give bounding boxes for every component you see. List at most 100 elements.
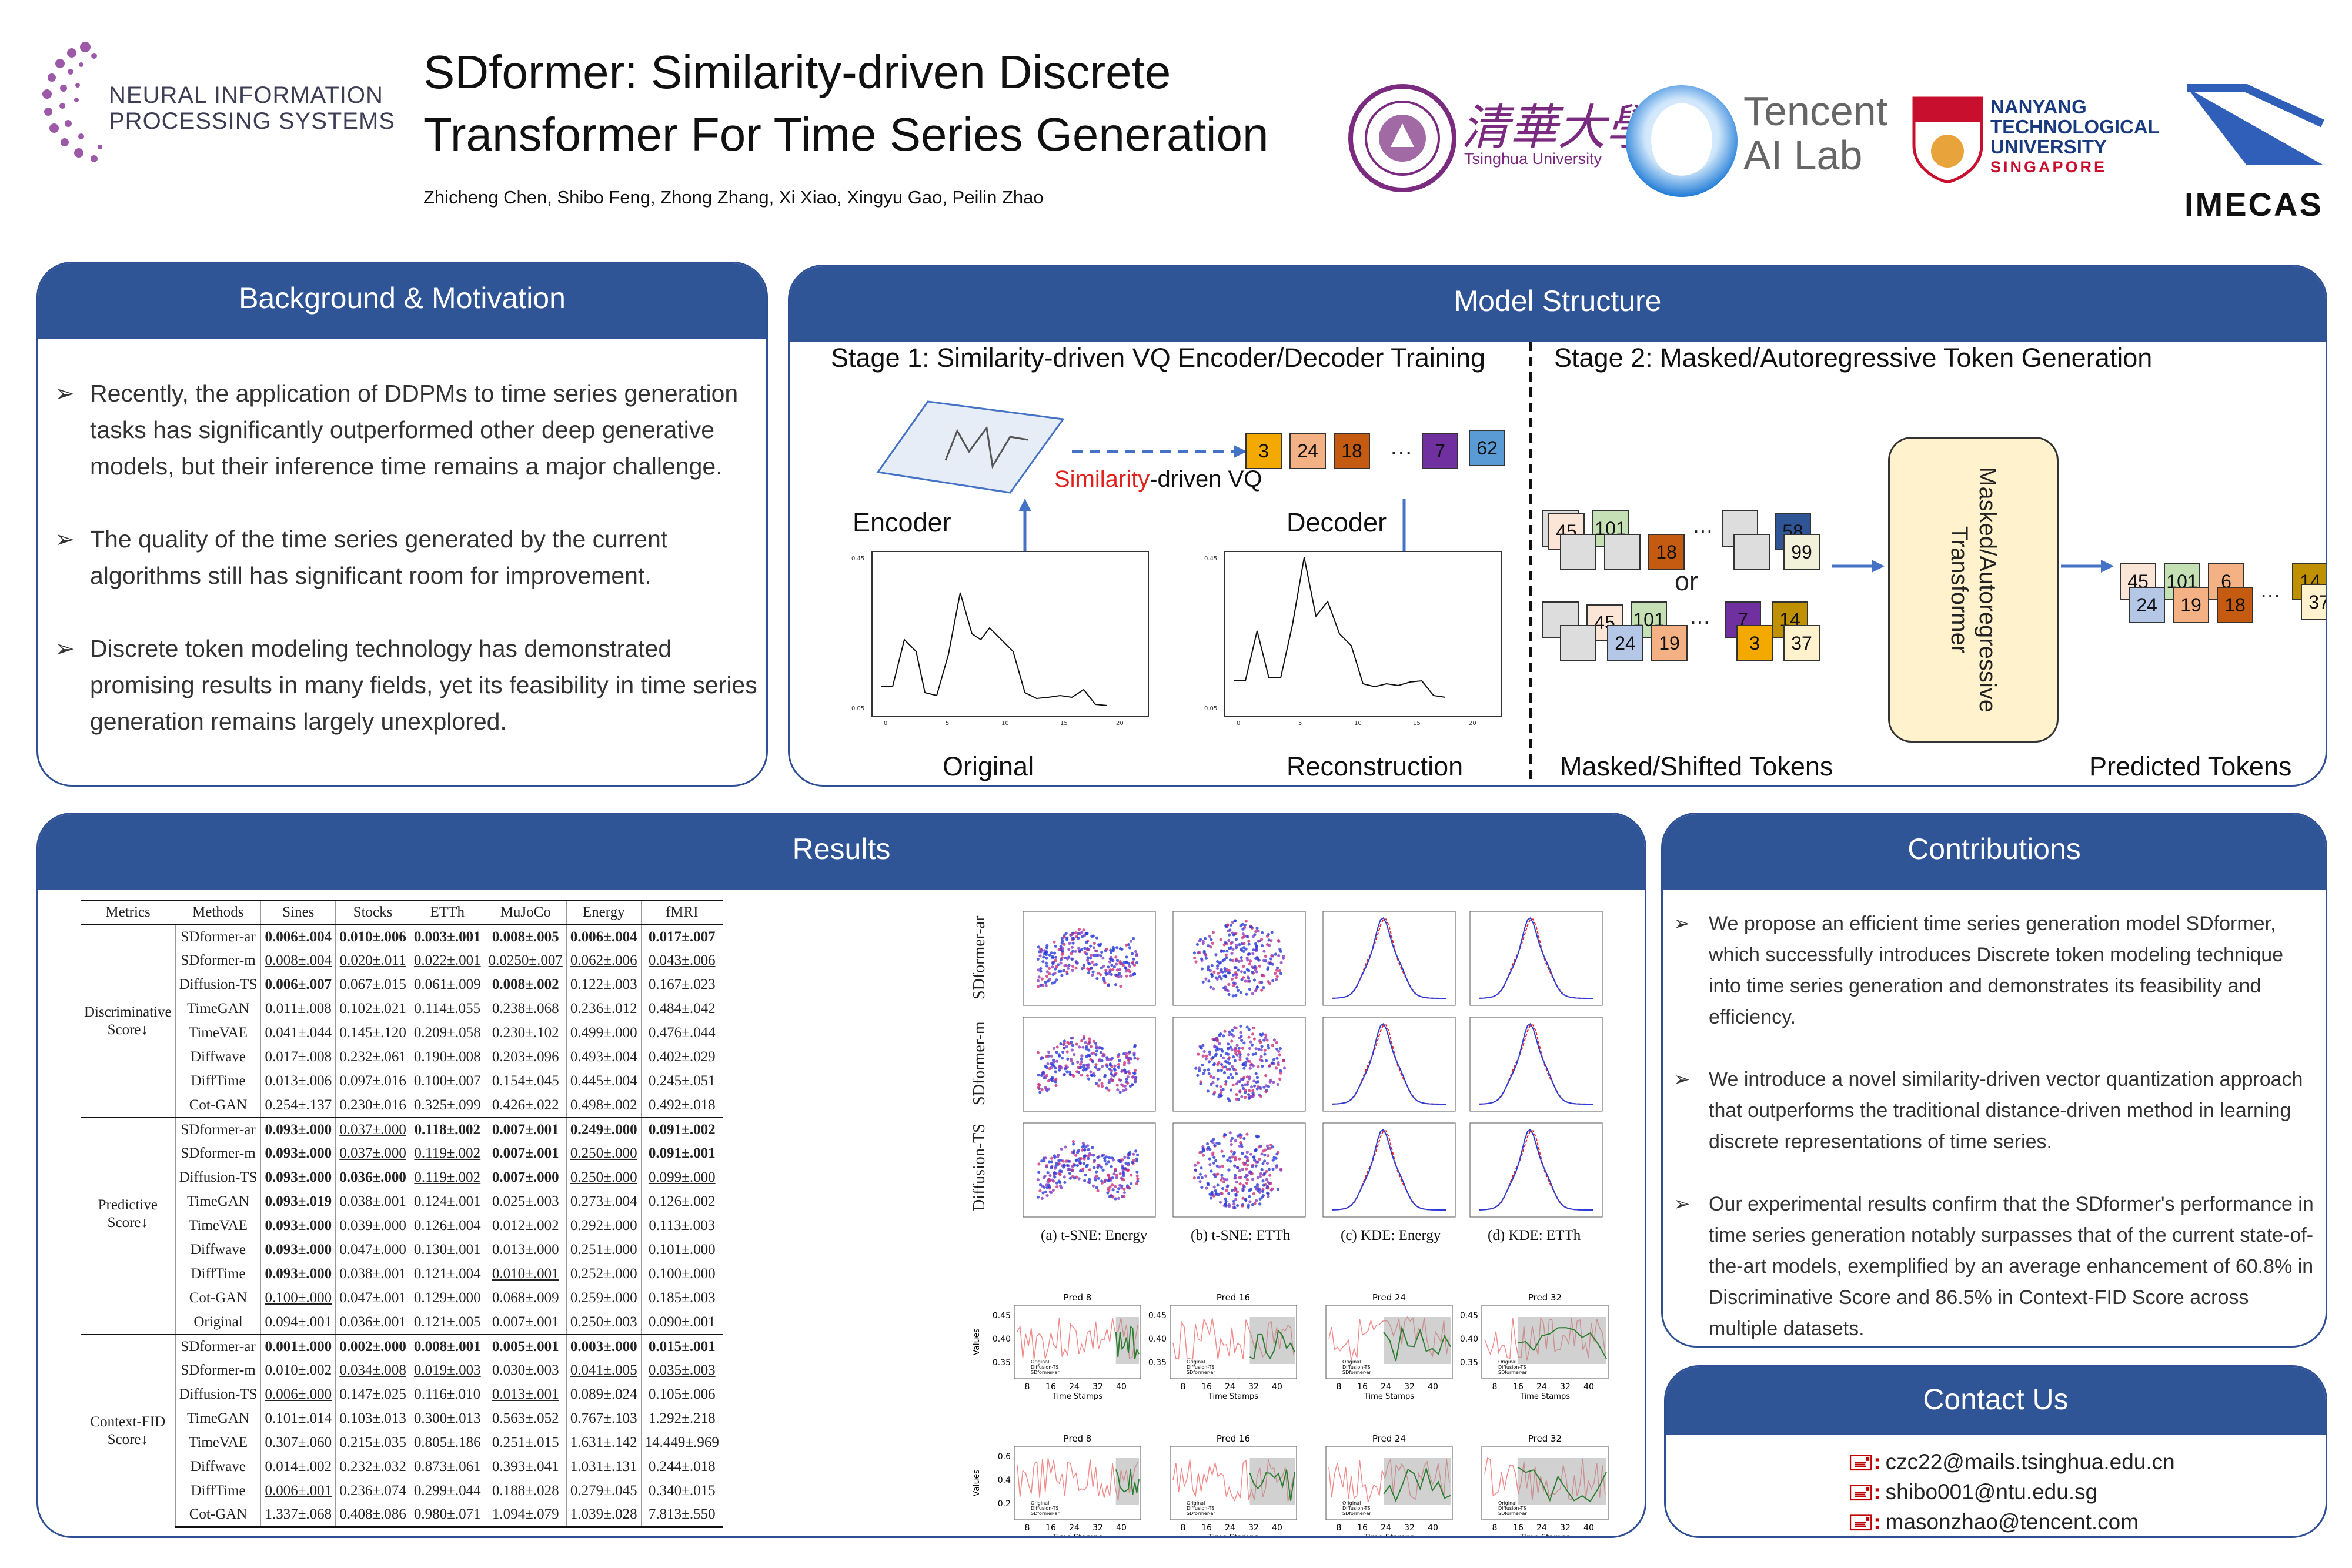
table-row: TimeVAE 0.093±.000 0.039±.000 0.126±.004 0.0… (81, 1213, 723, 1238)
contact-email-3[interactable]: 🖃: masonzhao@tencent.com (1848, 1506, 2139, 1536)
method-name: Original (175, 1310, 261, 1335)
legend-entry: SDformer-ar (1342, 1370, 1371, 1375)
scatter-point (1044, 961, 1048, 965)
contact-email-2[interactable]: 🖃: shibo001@ntu.edu.sg (1848, 1476, 2097, 1513)
scatter-point (1110, 964, 1114, 967)
scatter-point (1208, 1052, 1211, 1056)
scatter-point (1235, 944, 1238, 947)
contact-email-1[interactable]: 🖃: czc22@mails.tsinghua.edu.cn (1848, 1446, 2175, 1483)
scatter-point (1237, 1047, 1241, 1050)
scatter-point (1062, 969, 1065, 972)
scatter-point (1226, 989, 1230, 993)
authors: Zhicheng Chen, Shibo Feng, Zhong Zhang, … (423, 187, 1044, 208)
scatter-point (1118, 1160, 1122, 1164)
method-name: SDformer-ar (175, 1333, 261, 1359)
scatter-point (1059, 961, 1063, 965)
scatter-point (1095, 977, 1099, 981)
scatter-point (1233, 1174, 1237, 1177)
scatter-point (1068, 1171, 1072, 1175)
scatter-point (1088, 1178, 1091, 1181)
method-name: Diffwave (175, 1045, 261, 1069)
legend-entry: Diffusion-TS (1342, 1506, 1370, 1511)
scatter-point (1279, 961, 1283, 964)
contribution-bullet: ➢ We introduce a novel similarity-driven … (1673, 1064, 2320, 1158)
scatter-point (1205, 1054, 1208, 1058)
scatter-point (1242, 1136, 1246, 1141)
metric-value: 0.089±.024 (566, 1382, 642, 1407)
scatter-point (1106, 1191, 1110, 1195)
scatter-point (1227, 938, 1231, 942)
scatter-point (1053, 1175, 1057, 1179)
scatter-point (1249, 959, 1252, 963)
scatter-point (1220, 968, 1223, 971)
scatter-point (1046, 1062, 1050, 1066)
x-tick-label: 16 (1045, 1382, 1056, 1392)
scatter-point (1231, 921, 1234, 924)
scatter-point (1208, 1192, 1212, 1196)
scatter-point (1048, 1174, 1052, 1178)
scatter-point (1254, 957, 1258, 960)
scatter-point (1037, 1082, 1041, 1086)
scatter-point (1111, 949, 1115, 952)
scatter-point (1123, 1068, 1127, 1072)
metric-value: 0.093±.000 (260, 1116, 336, 1142)
scatter-point (1087, 947, 1091, 951)
scatter-point (1282, 1066, 1287, 1070)
scatter-point (1074, 967, 1078, 970)
scatter-point (1108, 1079, 1111, 1082)
scatter-point (1084, 1174, 1087, 1177)
scatter-point (1251, 935, 1255, 938)
scatter-point (1127, 1056, 1130, 1059)
subplot-frame (1469, 911, 1603, 1006)
token-ellipsis: … (1692, 513, 1713, 537)
scatter-point (1235, 1181, 1238, 1184)
legend-entry: Diffusion-TS (1187, 1365, 1214, 1370)
scatter-point (1077, 928, 1081, 931)
scatter-point (1262, 950, 1266, 953)
scatter-point (1200, 1176, 1204, 1179)
neurips-line1: NEURAL INFORMATION (109, 82, 383, 108)
scatter-point (1111, 959, 1115, 962)
scatter-point (1212, 1161, 1215, 1165)
table-row: Diffusion-TS 0.093±.000 0.036±.000 0.119±.0… (81, 1165, 723, 1190)
scatter-point (1045, 1066, 1049, 1069)
scatter-point (1037, 1171, 1041, 1174)
stage2-label: Stage 2: Masked/Autoregressive Token Gen… (1554, 343, 2153, 373)
svg-text:0.05: 0.05 (1204, 706, 1217, 712)
scatter-point (1246, 975, 1250, 979)
scatter-point (1110, 951, 1113, 954)
legend-entry: Original (1031, 1500, 1049, 1506)
scatter-point (1251, 1164, 1255, 1167)
scatter-point (1090, 934, 1094, 938)
metric-value: 0.041±.005 (566, 1358, 642, 1383)
scatter-point (1120, 974, 1123, 978)
figure-row-label: Diffusion-TS (970, 1124, 988, 1211)
scatter-point (1210, 964, 1214, 967)
scatter-point (1272, 1038, 1276, 1042)
scatter-point (1240, 970, 1243, 974)
scatter-point (1221, 959, 1225, 962)
scatter-point (1084, 1041, 1087, 1044)
scatter-point (1118, 960, 1122, 964)
scatter-point (1077, 1065, 1080, 1069)
scatter-point (1241, 927, 1245, 931)
scatter-point (1215, 1141, 1219, 1145)
metric-value: 0.036±.000 (335, 1165, 410, 1190)
scatter-point (1230, 941, 1233, 945)
scatter-point (1279, 1069, 1282, 1072)
metric-value: 0.402±.029 (640, 1045, 723, 1069)
scatter-point (1125, 960, 1128, 964)
scatter-point (1068, 1073, 1073, 1076)
scatter-point (1132, 957, 1135, 961)
transformer-line2: Transformer (1946, 526, 1972, 654)
x-tick-label: 32 (1093, 1382, 1103, 1392)
scatter-point (1059, 1042, 1063, 1046)
table-row: SDformer-m 0.010±.002 0.034±.008 0.019±.003… (81, 1358, 723, 1383)
scatter-point (1113, 1068, 1117, 1072)
scatter-point (1251, 992, 1254, 995)
token-3: 3 (1245, 433, 1282, 469)
table-row: DiffTime 0.006±.001 0.236±.074 0.299±.044 0.… (81, 1479, 723, 1503)
scatter-point (1047, 967, 1051, 970)
metric-value: 0.030±.003 (484, 1358, 567, 1383)
scatter-point (1131, 972, 1135, 977)
